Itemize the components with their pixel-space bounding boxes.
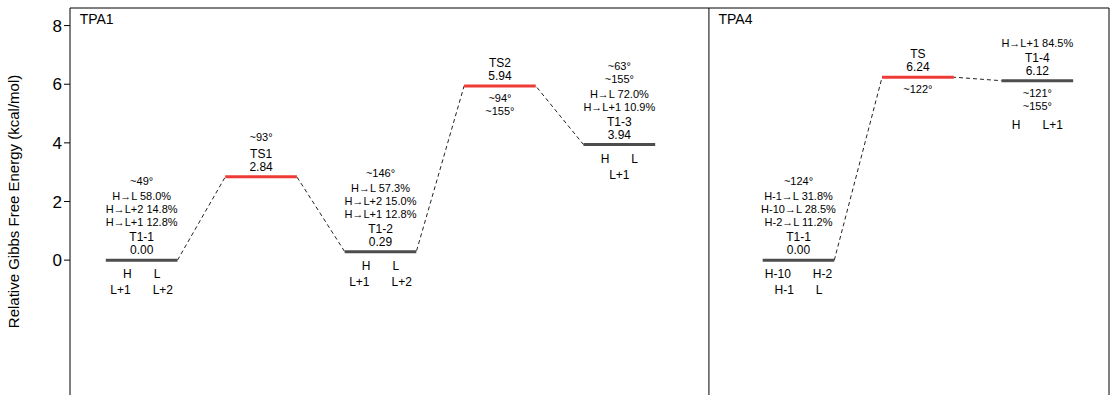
svg-text:L+1: L+1	[609, 168, 630, 182]
svg-text:0.00: 0.00	[130, 243, 154, 257]
svg-text:H→L+1 12.8%: H→L+1 12.8%	[106, 216, 178, 228]
svg-text:6: 6	[53, 75, 62, 94]
svg-text:H-2→L 11.2%: H-2→L 11.2%	[765, 216, 833, 228]
svg-text:5.94: 5.94	[488, 69, 512, 83]
svg-text:H-1→L 31.8%: H-1→L 31.8%	[764, 190, 833, 202]
svg-text:H→L 72.0%: H→L 72.0%	[590, 88, 649, 100]
svg-text:~124°: ~124°	[784, 175, 813, 187]
svg-text:~155°: ~155°	[605, 73, 634, 85]
svg-text:T1-4: T1-4	[1025, 51, 1050, 65]
svg-text:TS2: TS2	[489, 56, 511, 70]
svg-text:H→L+2 15.0%: H→L+2 15.0%	[345, 195, 417, 207]
svg-text:3.94: 3.94	[608, 128, 632, 142]
svg-text:H→L 57.3%: H→L 57.3%	[351, 182, 410, 194]
svg-text:HL: HL	[123, 267, 161, 281]
svg-text:~49°: ~49°	[130, 175, 153, 187]
svg-text:HL: HL	[601, 152, 639, 166]
svg-text:~63°: ~63°	[608, 60, 631, 72]
svg-text:H-10H-2: H-10H-2	[765, 267, 833, 281]
svg-text:~121°: ~121°	[1023, 87, 1052, 99]
svg-text:6.24: 6.24	[906, 60, 930, 74]
svg-text:H→L+1 12.8%: H→L+1 12.8%	[345, 208, 417, 220]
svg-text:2: 2	[53, 193, 62, 212]
svg-text:H-10→L 28.5%: H-10→L 28.5%	[761, 203, 836, 215]
svg-text:~94°: ~94°	[488, 92, 511, 104]
svg-text:HL: HL	[362, 259, 400, 273]
svg-text:T1-1: T1-1	[786, 230, 811, 244]
svg-text:T1-2: T1-2	[368, 222, 393, 236]
svg-text:0: 0	[53, 251, 62, 270]
svg-text:H→L+1 10.9%: H→L+1 10.9%	[583, 101, 655, 113]
svg-text:2.84: 2.84	[249, 160, 273, 174]
svg-text:~155°: ~155°	[485, 105, 514, 117]
svg-text:H→L 58.0%: H→L 58.0%	[112, 190, 171, 202]
svg-text:~155°: ~155°	[1023, 100, 1052, 112]
svg-text:6.12: 6.12	[1026, 64, 1050, 78]
svg-text:L+1L+2: L+1L+2	[349, 275, 412, 289]
svg-text:HL+1: HL+1	[1012, 118, 1063, 132]
svg-text:~146°: ~146°	[366, 167, 395, 179]
svg-text:H→L+1 84.5%: H→L+1 84.5%	[1001, 37, 1073, 49]
svg-text:H→L+2 14.8%: H→L+2 14.8%	[106, 203, 178, 215]
svg-text:0.29: 0.29	[369, 235, 393, 249]
svg-text:L+1L+2: L+1L+2	[110, 283, 173, 297]
svg-text:Relative Gibbs Free Energy (kc: Relative Gibbs Free Energy (kcal/mol)	[5, 75, 22, 328]
svg-text:4: 4	[53, 134, 62, 153]
svg-text:8: 8	[53, 17, 62, 36]
svg-text:T1-3: T1-3	[607, 115, 632, 129]
svg-text:T1-1: T1-1	[129, 230, 154, 244]
svg-text:0.00: 0.00	[787, 243, 811, 257]
svg-text:TS: TS	[910, 47, 925, 61]
svg-text:H-1L: H-1L	[774, 283, 822, 297]
svg-text:~122°: ~122°	[903, 83, 932, 95]
svg-text:TPA4: TPA4	[718, 11, 752, 27]
svg-text:TS1: TS1	[250, 147, 272, 161]
svg-text:~93°: ~93°	[250, 131, 273, 143]
svg-text:TPA1: TPA1	[80, 11, 114, 27]
